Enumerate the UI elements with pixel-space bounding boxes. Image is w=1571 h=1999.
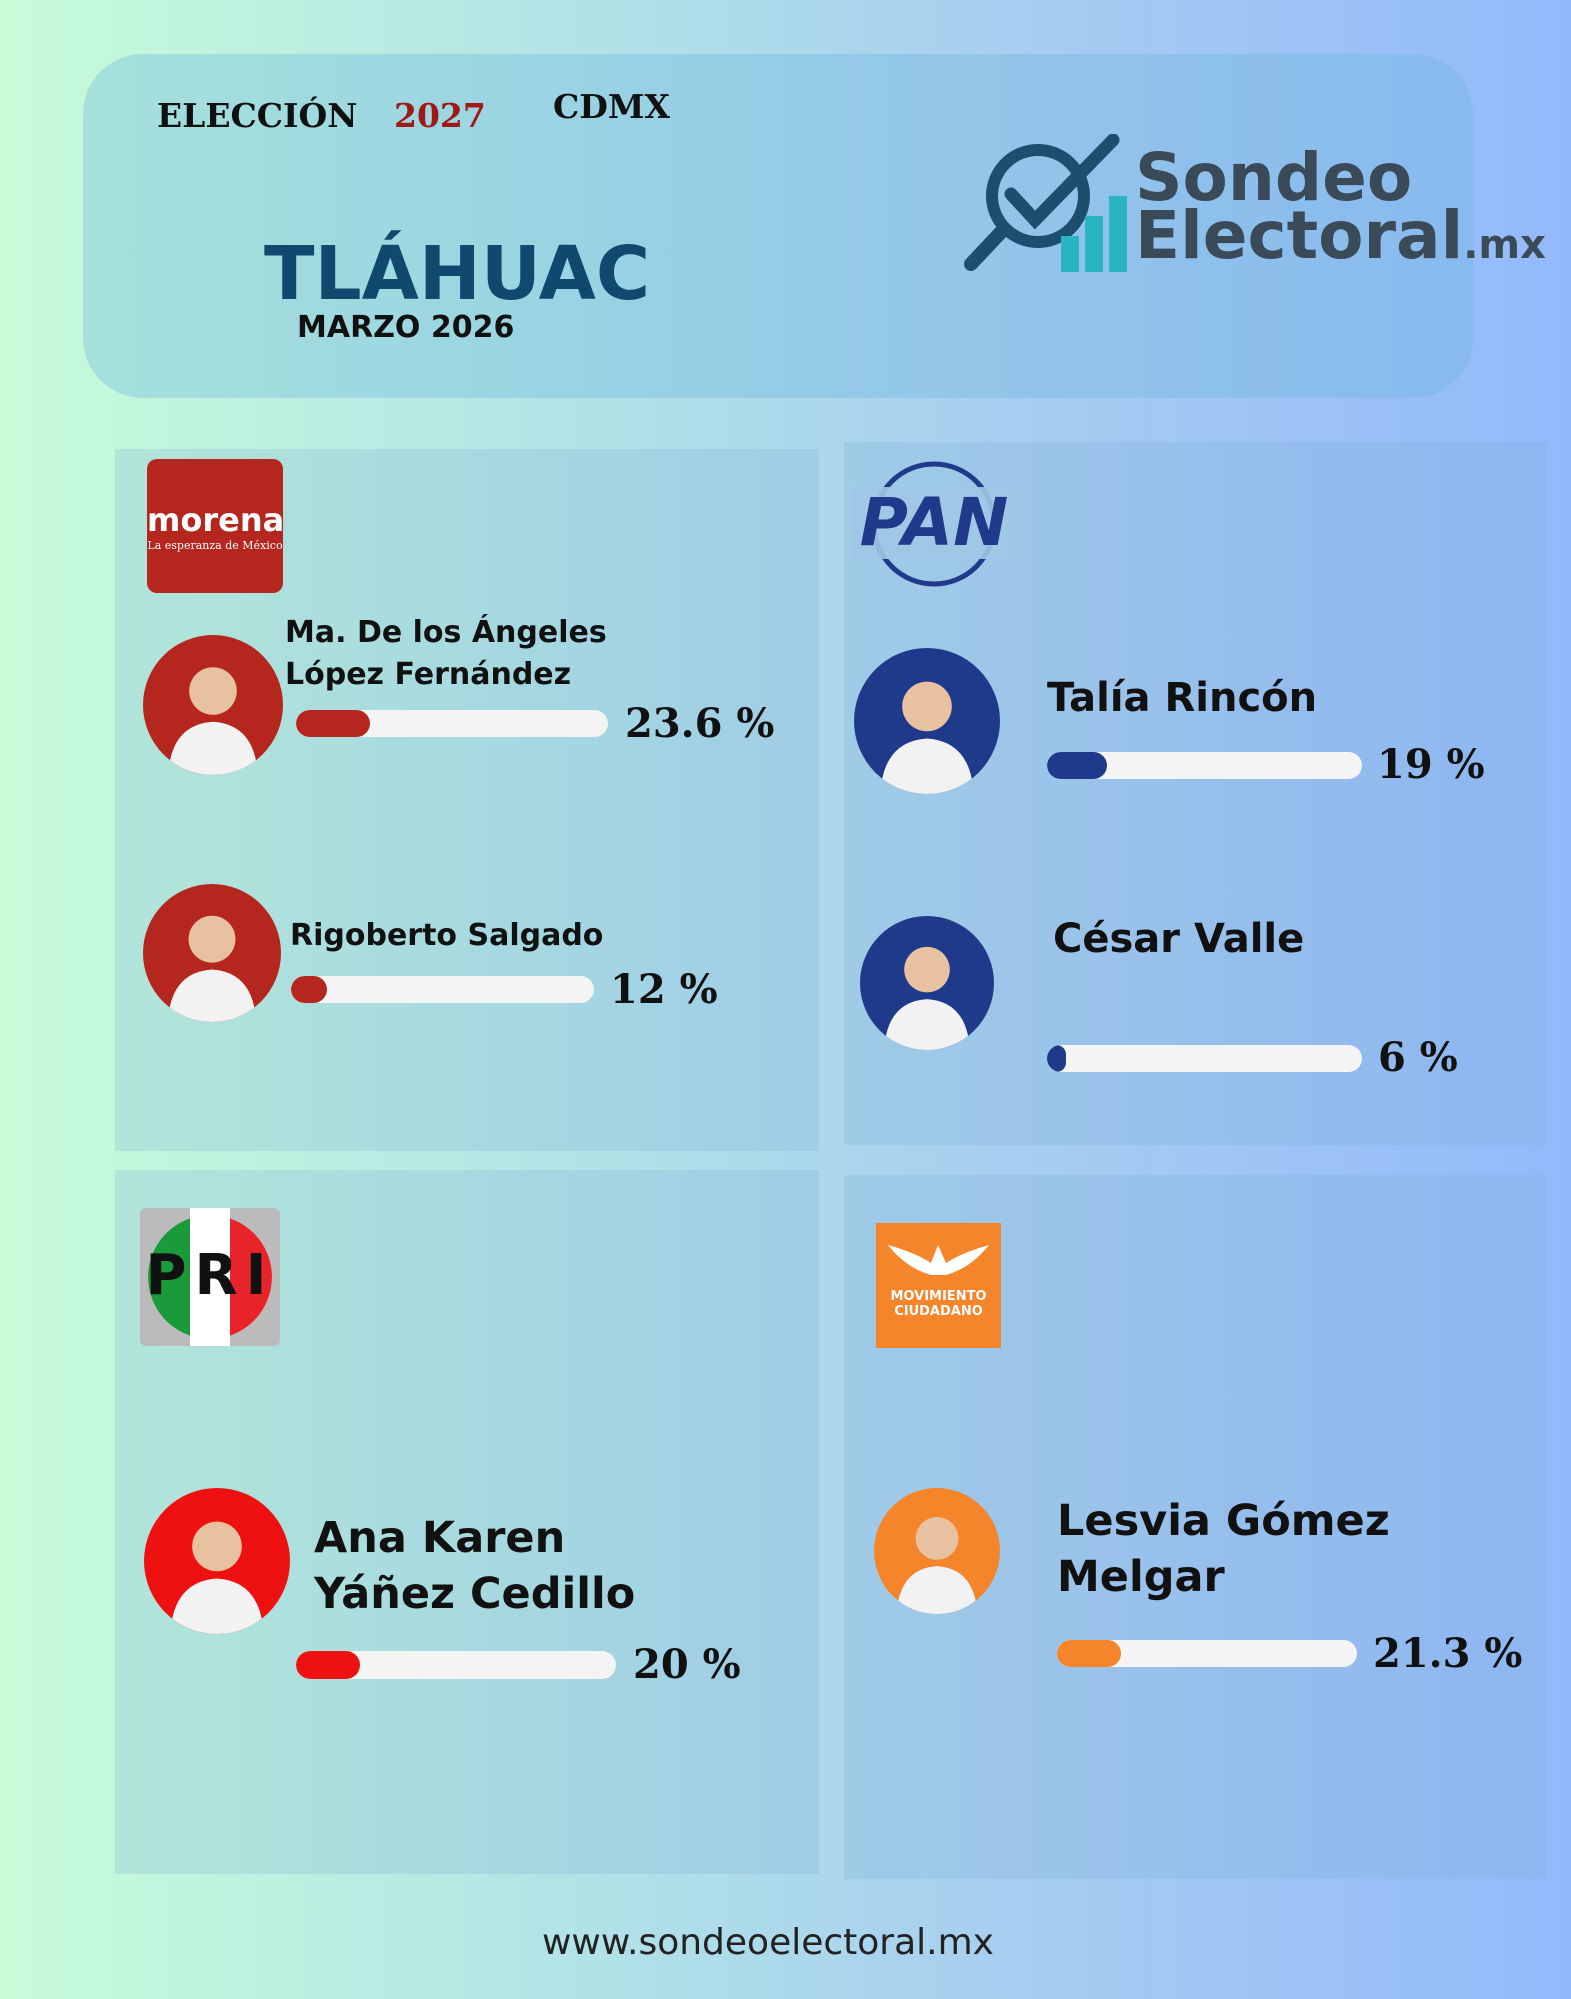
party-logo: PRI	[140, 1208, 280, 1346]
region: CDMX	[553, 87, 671, 126]
party-panel: morena La esperanza de México Ma. De los Á…	[115, 449, 819, 1151]
value-label: 23.6 %	[625, 700, 775, 747]
footer-url: www.sondeoelectoral.mx	[541, 1922, 994, 1963]
candidate-name: Lesvia Gómez Melgar	[1057, 1496, 1390, 1602]
bar-track	[296, 1651, 616, 1679]
bar-fill	[1047, 1045, 1066, 1072]
date: MARZO 2026	[297, 310, 515, 345]
photo-silhouette	[880, 681, 974, 794]
photo-silhouette	[170, 1521, 264, 1634]
brand-icon	[964, 134, 1127, 272]
logo-subtext: La esperanza de México	[147, 539, 283, 552]
candidate-name: Ana Karen Yáñez Cedillo	[314, 1513, 636, 1619]
bar-track	[1047, 1045, 1362, 1072]
value-label: 12 %	[610, 966, 718, 1013]
bar-fill	[1047, 752, 1107, 779]
bar-fill	[291, 976, 328, 1003]
candidate-photo	[144, 1488, 290, 1634]
election-year: 2027	[394, 96, 486, 135]
value-label: 6 %	[1378, 1034, 1458, 1081]
candidate-name: Rigoberto Salgado	[290, 918, 604, 953]
logo-text: MOVIMIENTO CIUDADANO	[890, 1289, 987, 1319]
candidate-photo	[143, 635, 283, 775]
candidate-name: César Valle	[1053, 916, 1305, 962]
logo-text: PAN	[854, 487, 1014, 559]
candidate-photo	[854, 648, 1000, 794]
party-logo: PAN	[854, 459, 1014, 589]
bar-track	[1047, 752, 1362, 779]
party-logo: MOVIMIENTO CIUDADANO	[876, 1223, 1001, 1348]
photo-silhouette	[167, 915, 257, 1022]
brand-name-1: Sondeo	[1135, 139, 1413, 216]
logo-flag	[148, 1208, 272, 1346]
bar-track	[296, 710, 608, 737]
logo-eagle	[888, 1245, 989, 1275]
logo-text: PRI	[145, 1243, 275, 1308]
photo-silhouette	[896, 1516, 978, 1614]
brand-name-2-text: Electoral	[1135, 197, 1464, 274]
candidate-photo	[874, 1488, 1000, 1614]
candidate-name: Talía Rincón	[1047, 675, 1318, 721]
bar-track	[1057, 1640, 1357, 1667]
bar-fill	[296, 1651, 360, 1679]
party-panel: MOVIMIENTO CIUDADANO Lesvia Gómez Melgar 2…	[844, 1175, 1547, 1879]
party-panel: PAN Talía Rincón 19 % César Valle 6 %	[844, 442, 1547, 1145]
header: ELECCIÓN 2027 CDMX TLÁHUAC MARZO 2026 So…	[83, 54, 1546, 398]
value-label: 19 %	[1377, 741, 1485, 788]
photo-silhouette	[884, 946, 970, 1050]
value-label: 20 %	[633, 1641, 741, 1688]
brand-suffix: .mx	[1463, 222, 1546, 268]
logo-text: morena	[147, 501, 285, 539]
party-panel: PRI Ana Karen Yáñez Cedillo 20 %	[115, 1170, 819, 1874]
candidate-photo	[860, 916, 994, 1050]
candidate-photo	[143, 884, 281, 1022]
brand-name-2: Electoral.mx	[1135, 200, 1546, 281]
bar-fill	[296, 710, 370, 737]
photo-silhouette	[168, 667, 258, 775]
candidate-name: Ma. De los Ángeles López Fernández	[285, 615, 607, 692]
election-label: ELECCIÓN	[157, 96, 358, 135]
value-label: 21.3 %	[1373, 1630, 1523, 1677]
municipality: TLÁHUAC	[264, 231, 651, 317]
bar-track	[291, 976, 594, 1003]
party-logo: morena La esperanza de México	[147, 459, 285, 593]
bar-fill	[1057, 1640, 1121, 1667]
